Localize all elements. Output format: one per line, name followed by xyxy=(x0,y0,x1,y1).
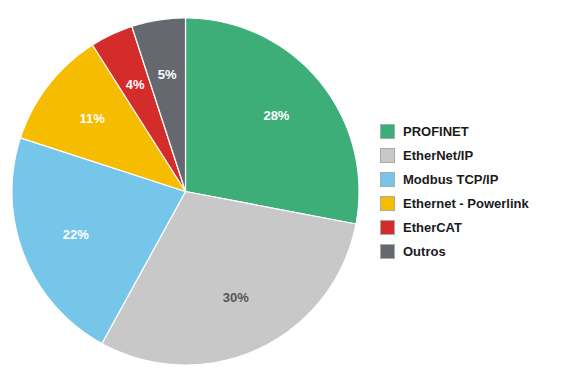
html-text:Ethernet - Powerlink: Ethernet - Powerlink xyxy=(403,195,529,211)
html-text:Modbus TCP/IP: Modbus TCP/IP xyxy=(403,171,499,187)
html-text:EtherCAT: EtherCAT xyxy=(403,219,462,235)
svg-text:11%: 11% xyxy=(80,111,106,126)
svg-text:30%: 30% xyxy=(223,290,249,305)
html-text:PROFINET: PROFINET xyxy=(403,123,469,139)
svg-text:5%: 5% xyxy=(158,67,177,82)
svg-text:4%: 4% xyxy=(126,77,145,92)
html-text:EtherNet/IP: EtherNet/IP xyxy=(403,147,474,163)
svg-text:28%: 28% xyxy=(263,108,289,123)
html-text:Outros: Outros xyxy=(403,243,446,259)
svg-text:22%: 22% xyxy=(63,227,89,242)
